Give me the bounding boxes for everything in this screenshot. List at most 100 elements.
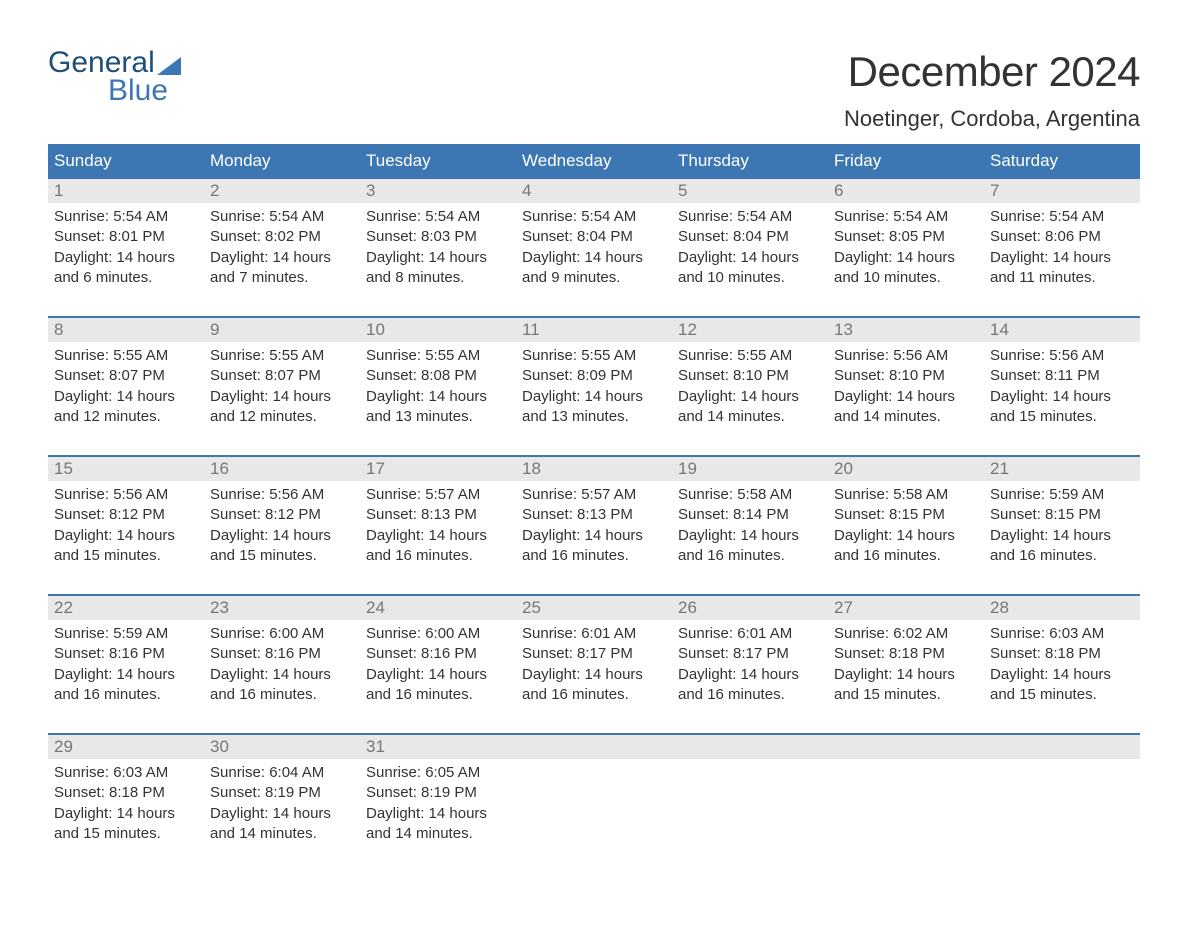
sunset-text: Sunset: 8:18 PM — [834, 644, 978, 664]
sunrise-text: Sunrise: 5:59 AM — [54, 624, 198, 644]
daylight-line1: Daylight: 14 hours — [522, 387, 666, 407]
daylight-line2: and 16 minutes. — [522, 685, 666, 705]
daylight-line1: Daylight: 14 hours — [522, 248, 666, 268]
sunrise-text: Sunrise: 5:59 AM — [990, 485, 1134, 505]
day-cell: Sunrise: 6:03 AMSunset: 8:18 PMDaylight:… — [48, 759, 204, 872]
location-subtitle: Noetinger, Cordoba, Argentina — [844, 106, 1140, 132]
daylight-line2: and 16 minutes. — [210, 685, 354, 705]
calendar-week: 891011121314Sunrise: 5:55 AMSunset: 8:07… — [48, 316, 1140, 455]
sunrise-text: Sunrise: 6:01 AM — [522, 624, 666, 644]
day-cell: Sunrise: 6:03 AMSunset: 8:18 PMDaylight:… — [984, 620, 1140, 733]
day-number: 26 — [672, 596, 828, 620]
day-number — [984, 735, 1140, 759]
sunset-text: Sunset: 8:19 PM — [210, 783, 354, 803]
month-title: December 2024 — [844, 48, 1140, 96]
daylight-line2: and 13 minutes. — [522, 407, 666, 427]
daylight-line2: and 16 minutes. — [678, 685, 822, 705]
daylight-line1: Daylight: 14 hours — [210, 248, 354, 268]
daylight-line1: Daylight: 14 hours — [210, 804, 354, 824]
daylight-line2: and 15 minutes. — [990, 407, 1134, 427]
sunrise-text: Sunrise: 5:55 AM — [678, 346, 822, 366]
daylight-line1: Daylight: 14 hours — [522, 665, 666, 685]
day-cell — [516, 759, 672, 872]
day-number: 15 — [48, 457, 204, 481]
day-header-thursday: Thursday — [672, 146, 828, 177]
day-number: 7 — [984, 179, 1140, 203]
sunrise-text: Sunrise: 6:04 AM — [210, 763, 354, 783]
daylight-line2: and 9 minutes. — [522, 268, 666, 288]
day-cell: Sunrise: 5:54 AMSunset: 8:03 PMDaylight:… — [360, 203, 516, 316]
sunrise-text: Sunrise: 5:57 AM — [366, 485, 510, 505]
sunrise-text: Sunrise: 5:57 AM — [522, 485, 666, 505]
day-number: 17 — [360, 457, 516, 481]
day-number: 11 — [516, 318, 672, 342]
title-block: December 2024 Noetinger, Cordoba, Argent… — [844, 48, 1140, 132]
sunset-text: Sunset: 8:17 PM — [678, 644, 822, 664]
day-cell: Sunrise: 6:02 AMSunset: 8:18 PMDaylight:… — [828, 620, 984, 733]
day-number: 22 — [48, 596, 204, 620]
daylight-line2: and 16 minutes. — [678, 546, 822, 566]
day-cell: Sunrise: 5:57 AMSunset: 8:13 PMDaylight:… — [516, 481, 672, 594]
day-number: 1 — [48, 179, 204, 203]
daylight-line1: Daylight: 14 hours — [834, 387, 978, 407]
sunrise-text: Sunrise: 5:56 AM — [834, 346, 978, 366]
day-cell: Sunrise: 5:54 AMSunset: 8:06 PMDaylight:… — [984, 203, 1140, 316]
daylight-line2: and 15 minutes. — [54, 546, 198, 566]
day-header-saturday: Saturday — [984, 146, 1140, 177]
daylight-line1: Daylight: 14 hours — [990, 665, 1134, 685]
day-cell — [984, 759, 1140, 872]
day-number: 28 — [984, 596, 1140, 620]
sunrise-text: Sunrise: 5:54 AM — [678, 207, 822, 227]
daylight-line1: Daylight: 14 hours — [54, 665, 198, 685]
calendar-week: 15161718192021Sunrise: 5:56 AMSunset: 8:… — [48, 455, 1140, 594]
day-number: 19 — [672, 457, 828, 481]
daylight-line2: and 15 minutes. — [54, 824, 198, 844]
sunset-text: Sunset: 8:04 PM — [678, 227, 822, 247]
sunset-text: Sunset: 8:13 PM — [522, 505, 666, 525]
daylight-line2: and 13 minutes. — [366, 407, 510, 427]
sunrise-text: Sunrise: 5:55 AM — [522, 346, 666, 366]
daylight-line2: and 15 minutes. — [834, 685, 978, 705]
sunset-text: Sunset: 8:14 PM — [678, 505, 822, 525]
daylight-line1: Daylight: 14 hours — [54, 248, 198, 268]
day-cell: Sunrise: 5:54 AMSunset: 8:02 PMDaylight:… — [204, 203, 360, 316]
sunset-text: Sunset: 8:17 PM — [522, 644, 666, 664]
daylight-line1: Daylight: 14 hours — [522, 526, 666, 546]
sunrise-text: Sunrise: 5:54 AM — [210, 207, 354, 227]
sunrise-text: Sunrise: 5:54 AM — [990, 207, 1134, 227]
daylight-line1: Daylight: 14 hours — [366, 387, 510, 407]
daylight-line1: Daylight: 14 hours — [54, 804, 198, 824]
day-cell: Sunrise: 6:00 AMSunset: 8:16 PMDaylight:… — [204, 620, 360, 733]
day-number: 12 — [672, 318, 828, 342]
daylight-line1: Daylight: 14 hours — [678, 665, 822, 685]
day-number: 30 — [204, 735, 360, 759]
day-number: 4 — [516, 179, 672, 203]
daylight-line2: and 15 minutes. — [210, 546, 354, 566]
sunset-text: Sunset: 8:18 PM — [54, 783, 198, 803]
sunrise-text: Sunrise: 5:56 AM — [210, 485, 354, 505]
calendar: Sunday Monday Tuesday Wednesday Thursday… — [48, 144, 1140, 872]
sunrise-text: Sunrise: 6:05 AM — [366, 763, 510, 783]
day-cell — [828, 759, 984, 872]
sunset-text: Sunset: 8:06 PM — [990, 227, 1134, 247]
sunrise-text: Sunrise: 6:03 AM — [990, 624, 1134, 644]
daylight-line1: Daylight: 14 hours — [678, 248, 822, 268]
day-cell: Sunrise: 5:54 AMSunset: 8:04 PMDaylight:… — [516, 203, 672, 316]
sunset-text: Sunset: 8:01 PM — [54, 227, 198, 247]
day-cell: Sunrise: 6:04 AMSunset: 8:19 PMDaylight:… — [204, 759, 360, 872]
daylight-line2: and 6 minutes. — [54, 268, 198, 288]
day-number: 16 — [204, 457, 360, 481]
sunset-text: Sunset: 8:12 PM — [54, 505, 198, 525]
daylight-line1: Daylight: 14 hours — [54, 387, 198, 407]
daylight-line1: Daylight: 14 hours — [210, 665, 354, 685]
sunset-text: Sunset: 8:09 PM — [522, 366, 666, 386]
calendar-day-header: Sunday Monday Tuesday Wednesday Thursday… — [48, 144, 1140, 177]
day-cell: Sunrise: 5:56 AMSunset: 8:12 PMDaylight:… — [48, 481, 204, 594]
sunrise-text: Sunrise: 5:55 AM — [366, 346, 510, 366]
daylight-line2: and 11 minutes. — [990, 268, 1134, 288]
day-number: 8 — [48, 318, 204, 342]
day-number: 13 — [828, 318, 984, 342]
sunrise-text: Sunrise: 5:54 AM — [522, 207, 666, 227]
day-cell: Sunrise: 5:56 AMSunset: 8:12 PMDaylight:… — [204, 481, 360, 594]
sunset-text: Sunset: 8:18 PM — [990, 644, 1134, 664]
